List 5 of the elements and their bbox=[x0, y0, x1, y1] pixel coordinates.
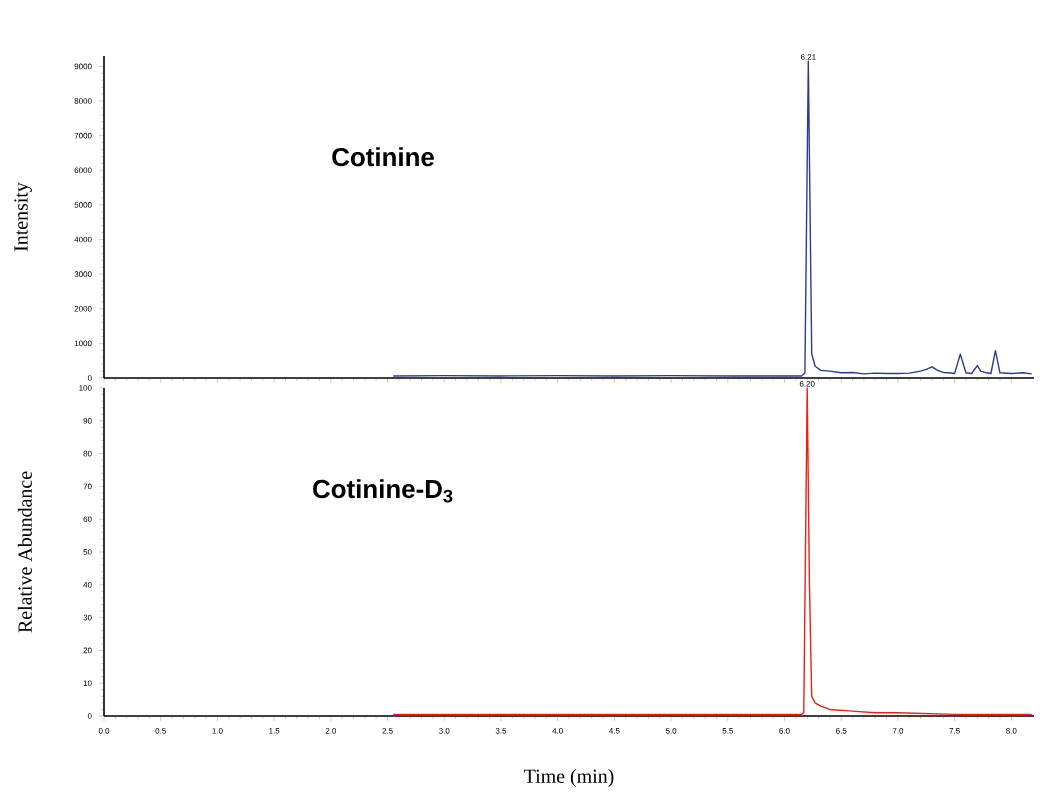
x-axis-title: Time (min) bbox=[524, 768, 614, 788]
text: Cotinine-D$_{3}$ bbox=[313, 479, 453, 503]
text: Cotinine bbox=[332, 147, 434, 167]
y-axis-title: Intensity bbox=[14, 182, 32, 252]
y-axis-title: Relative Abundance bbox=[17, 471, 32, 633]
